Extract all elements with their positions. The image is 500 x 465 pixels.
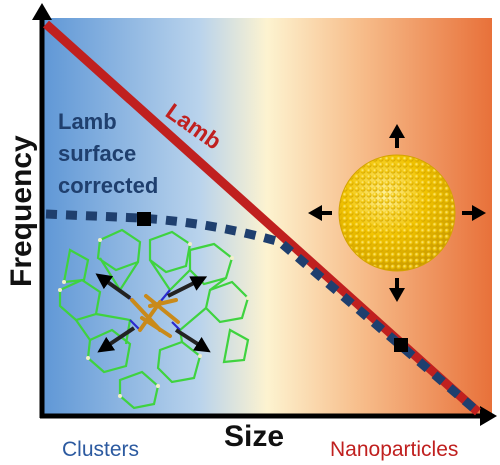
gold-nanoparticle-sphere-icon [338, 154, 456, 272]
corrected-curve-label-line1: Lamb [58, 109, 117, 134]
cluster-marker [137, 212, 151, 226]
nanoparticles-label: Nanoparticles [330, 438, 459, 461]
y-axis-label: Frequency [5, 135, 38, 287]
molecular-cluster-icon [58, 228, 250, 410]
x-axis-label: Size [224, 420, 285, 453]
x-axis-arrowhead [480, 406, 497, 426]
nanoparticle-marker [394, 338, 408, 352]
corrected-curve-label-line2: surface [58, 141, 137, 166]
corrected-curve-label-line3: corrected [58, 173, 159, 198]
y-axis-arrowhead [32, 3, 52, 20]
expansion-arrows [308, 124, 486, 302]
clusters-label: Clusters [62, 438, 140, 461]
